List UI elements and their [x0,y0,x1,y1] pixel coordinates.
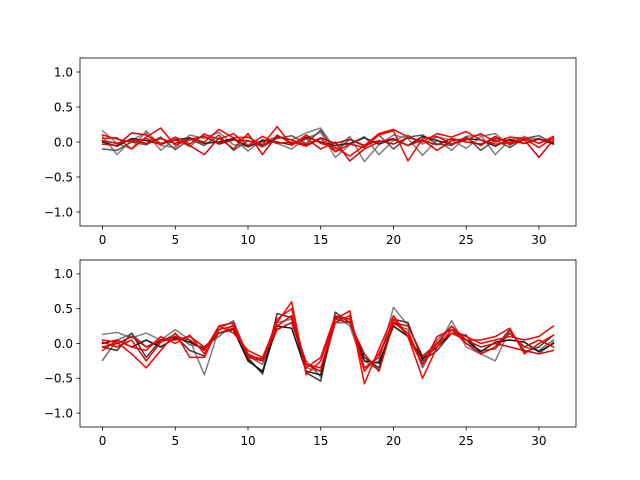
x-tick-label: 0 [99,233,107,247]
chart-panel-2: 0 5 10 15 20 25 30 −1.0 −0.5 0.0 0.5 1.0 [44,259,577,448]
x-tick-label: 15 [313,233,328,247]
x-tick-label: 30 [531,233,546,247]
x-tick-label: 30 [531,434,546,448]
x-tick-label: 20 [386,434,401,448]
y-tick-label: −1.0 [44,205,73,219]
y-tick-label: 0.0 [54,337,73,351]
x-tick-label: 5 [171,434,179,448]
x-tick-label: 20 [386,233,401,247]
series-line-4 [101,135,555,148]
y-tick-label: 1.0 [54,65,73,79]
x-tick-label: 5 [171,233,179,247]
series-line-8 [101,318,555,373]
y-tick-label: −1.0 [44,406,73,420]
y-tick-label: 1.0 [54,267,73,281]
chart-panel-1: 0 5 10 15 20 25 30 −1.0 −0.5 0.0 0.5 1.0 [44,57,577,247]
y-tick-label: −0.5 [44,372,73,386]
x-tick-label: 10 [240,434,255,448]
x-tick-label: 25 [459,434,474,448]
y-tick-label: 0.5 [54,100,73,114]
y-tick-label: 0.5 [54,302,73,316]
y-tick-label: 0.0 [54,135,73,149]
x-tick-label: 10 [240,233,255,247]
x-tick-label: 15 [313,434,328,448]
series-line-8 [101,135,555,147]
x-tick-label: 0 [99,434,107,448]
x-tick-label: 25 [459,233,474,247]
series-line-6 [101,307,555,373]
y-tick-label: −0.5 [44,170,73,184]
